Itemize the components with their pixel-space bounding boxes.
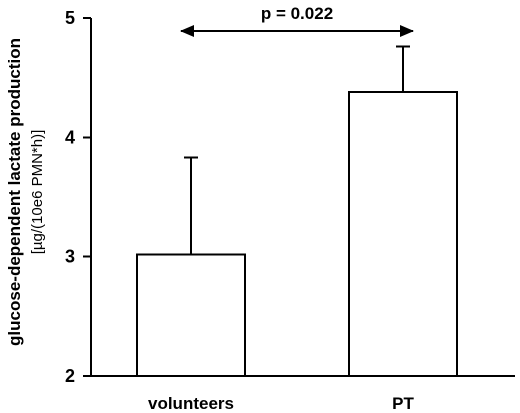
x-tick-label: volunteers xyxy=(148,394,234,413)
bars-group xyxy=(136,90,458,377)
bar-pt xyxy=(348,90,458,377)
y-tick-label: 2 xyxy=(65,366,75,386)
bar-volunteers xyxy=(136,253,246,377)
y-ticks-group: 2 3 4 5 xyxy=(65,8,91,386)
y-axis-label: glucose-dependent lactate production xyxy=(5,38,24,346)
significance-annotation: p = 0.022 xyxy=(180,4,414,37)
y-tick-label: 3 xyxy=(65,247,75,267)
y-axis-unit-label: [µg/(10e6 PMN*h)] xyxy=(29,130,46,255)
y-tick-label: 5 xyxy=(65,8,75,28)
y-axis-label-group: glucose-dependent lactate production [µg… xyxy=(5,38,46,346)
x-tick-label: PT xyxy=(392,394,414,413)
error-bars-group xyxy=(184,45,410,255)
p-value-label: p = 0.022 xyxy=(261,4,333,23)
y-tick-label: 4 xyxy=(65,127,75,147)
x-tick-labels-group: volunteers PT xyxy=(148,394,414,413)
